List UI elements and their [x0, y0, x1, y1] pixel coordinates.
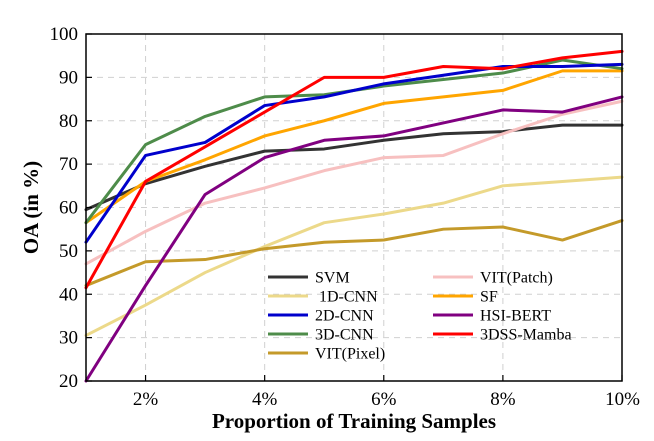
y-tick-label: 60	[59, 198, 78, 219]
legend-label: HSI-BERT	[480, 308, 551, 325]
legend-label: 1D-CNN	[315, 289, 378, 306]
legend-label: 3D-CNN	[315, 327, 374, 344]
series-group	[84, 49, 624, 383]
y-tick-label: 30	[59, 328, 78, 349]
x-tick-label: 8%	[490, 389, 516, 410]
series-line-vit-pixel-	[84, 219, 624, 288]
legend-label: SVM	[315, 270, 350, 287]
series-line-svm	[84, 123, 624, 212]
legend-label: VIT(Pixel)	[315, 346, 385, 363]
legend-label: SF	[480, 289, 498, 306]
y-tick-label: 100	[50, 24, 79, 45]
series-line-sf	[84, 69, 624, 225]
y-tick-label: 40	[59, 284, 78, 305]
legend: SVM 1D-CNN 2D-CNN 3D-CNN VIT(Pixel) VIT(Patc…	[268, 270, 572, 363]
x-tick-label: 4%	[252, 389, 278, 410]
legend-label: 3DSS-Mamba	[480, 327, 572, 344]
y-tick-label: 70	[59, 154, 78, 175]
legend-label: 2D-CNN	[315, 308, 374, 325]
x-axis-title: Proportion of Training Samples	[212, 409, 496, 433]
series-line-3dss-mamba	[84, 49, 624, 290]
series-line-1d-cnn	[84, 175, 624, 337]
x-tick-label: 2%	[133, 389, 159, 410]
ticks: 20 30 40 50 60 70 80 90 100 2% 4% 6% 8% 10%	[50, 24, 641, 410]
x-tick-label: 6%	[371, 389, 397, 410]
y-tick-label: 20	[59, 371, 78, 392]
series-line-2d-cnn	[84, 62, 624, 244]
series-line-hsi-bert	[84, 95, 624, 383]
x-tick-label: 10%	[605, 389, 640, 410]
legend-label: VIT(Patch)	[480, 270, 553, 287]
series-line-vit-patch-	[84, 99, 624, 266]
y-tick-label: 80	[59, 111, 78, 132]
y-tick-label: 50	[59, 241, 78, 262]
y-axis-title: OA (in %)	[19, 161, 43, 254]
y-tick-label: 90	[59, 67, 78, 88]
